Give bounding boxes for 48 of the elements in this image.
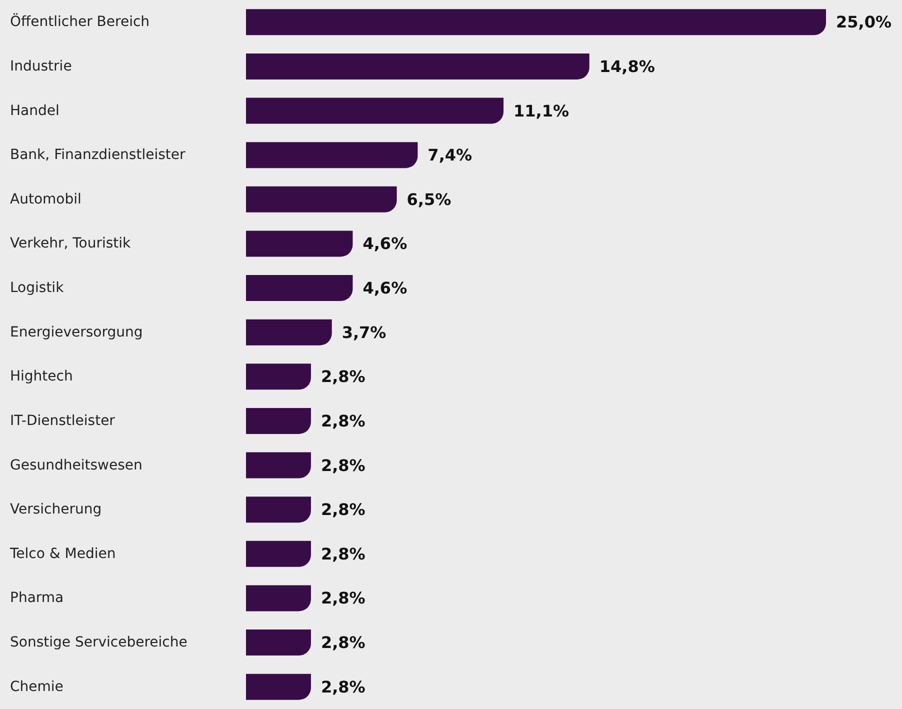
y-tick-label: Automobil: [10, 191, 82, 208]
bar: [246, 496, 311, 523]
y-tick-label: Industrie: [10, 58, 72, 74]
bar: [246, 319, 332, 346]
data-label: 14,8%: [599, 56, 655, 76]
bar: [246, 9, 826, 36]
y-tick-label: Gesundheitswesen: [10, 457, 142, 474]
data-label: 2,8%: [320, 588, 366, 608]
y-tick-label: Versicherung: [10, 502, 102, 518]
y-tick-label: Sonstige Servicebereiche: [10, 634, 188, 651]
y-tick-label: IT-Dienstleister: [10, 412, 116, 429]
data-label: 7,4%: [428, 146, 472, 165]
data-label: 25,0%: [836, 12, 892, 32]
y-tick-label: Pharma: [10, 590, 64, 606]
bar: [246, 364, 311, 390]
data-label: 2,8%: [320, 456, 366, 475]
data-label: 4,6%: [362, 278, 408, 298]
data-label: 4,6%: [362, 234, 408, 254]
data-label: 3,7%: [342, 322, 386, 342]
bar: [246, 674, 311, 700]
bar: [246, 585, 311, 612]
bar: [246, 186, 397, 212]
y-tick-label: Öffentlicher Bereich: [10, 13, 150, 30]
bar: [246, 230, 353, 257]
bar: [246, 98, 504, 124]
y-tick-label: Chemie: [10, 678, 64, 695]
bar: [246, 142, 418, 168]
bar: [246, 408, 311, 434]
data-label: 6,5%: [406, 190, 452, 209]
y-tick-label: Energieversorgung: [10, 324, 143, 340]
data-label: 2,8%: [320, 544, 366, 564]
y-tick-label: Bank, Finanzdienstleister: [10, 147, 186, 164]
y-tick-label: Hightech: [10, 368, 73, 385]
data-label: 2,8%: [320, 677, 366, 696]
y-tick-label: Handel: [10, 102, 60, 119]
bar: [246, 53, 590, 80]
y-tick-label: Logistik: [10, 280, 65, 296]
data-label: 2,8%: [320, 500, 366, 520]
data-label: 11,1%: [514, 101, 570, 120]
data-label: 2,8%: [320, 411, 366, 430]
y-tick-label: Telco & Medien: [9, 546, 116, 562]
data-label: 2,8%: [320, 367, 366, 386]
y-tick-label: Verkehr, Touristik: [10, 236, 132, 252]
bar: [246, 275, 353, 302]
bar: [246, 540, 311, 567]
data-label: 2,8%: [320, 633, 366, 652]
bar: [246, 452, 311, 478]
bar: [246, 630, 311, 656]
